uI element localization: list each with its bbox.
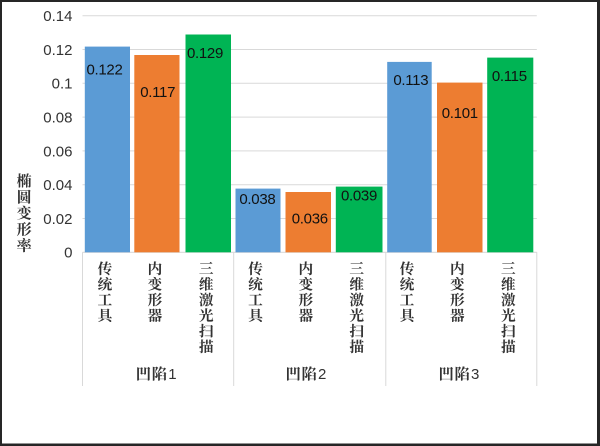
- svg-text:3: 3: [471, 366, 479, 383]
- svg-text:2: 2: [318, 366, 326, 383]
- svg-text:0.14: 0.14: [43, 8, 72, 25]
- svg-text:0.12: 0.12: [43, 42, 72, 59]
- svg-text:0.113: 0.113: [393, 72, 428, 89]
- svg-text:0.036: 0.036: [292, 210, 328, 227]
- svg-text:1: 1: [168, 366, 176, 383]
- svg-text:0.02: 0.02: [43, 211, 72, 228]
- svg-text:0.06: 0.06: [43, 143, 72, 160]
- svg-text:0.08: 0.08: [43, 110, 72, 127]
- svg-text:0.038: 0.038: [239, 191, 275, 208]
- svg-text:0: 0: [64, 245, 72, 262]
- svg-text:0.122: 0.122: [86, 61, 122, 78]
- svg-text:0.039: 0.039: [341, 188, 377, 205]
- svg-text:0.115: 0.115: [492, 68, 527, 85]
- svg-text:0.129: 0.129: [187, 45, 223, 62]
- svg-text:0.1: 0.1: [52, 76, 73, 93]
- svg-text:0.117: 0.117: [140, 84, 175, 101]
- svg-text:0.04: 0.04: [43, 177, 72, 194]
- svg-text:0.101: 0.101: [442, 105, 478, 122]
